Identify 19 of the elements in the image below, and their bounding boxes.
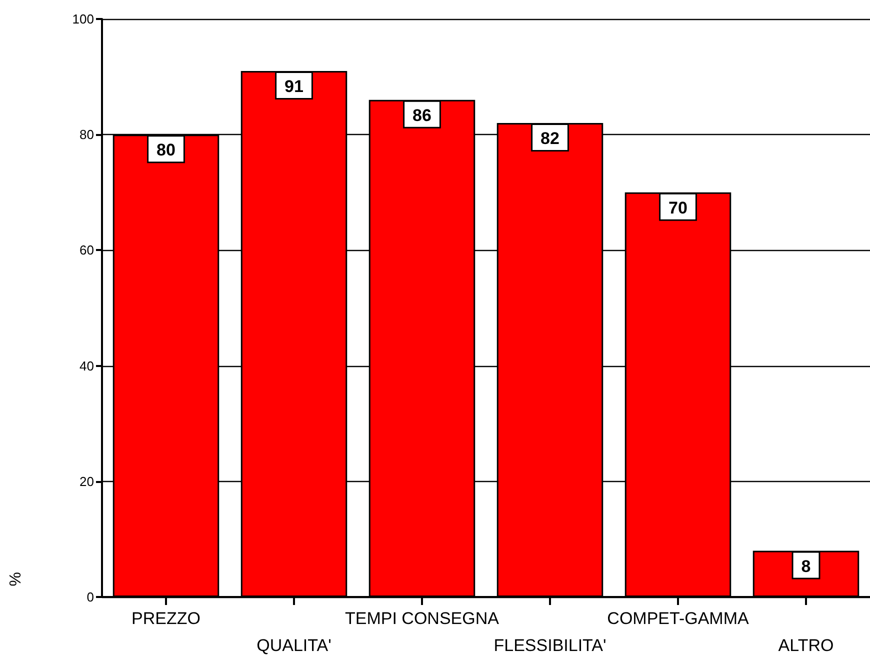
data-label: 82 — [540, 129, 560, 148]
y-tick-label: 0 — [86, 590, 94, 604]
y-tick-label: 100 — [72, 12, 94, 26]
x-tick-label: COMPET-GAMMA — [607, 609, 750, 628]
x-tick-label: FLESSIBILITA' — [494, 636, 606, 655]
data-label: 70 — [668, 198, 688, 218]
data-label: 8 — [801, 556, 811, 576]
data-label: 86 — [412, 106, 432, 125]
y-axis-title: % — [8, 572, 24, 586]
data-label: 80 — [156, 140, 176, 160]
x-tick-label: ALTRO — [778, 636, 834, 655]
y-tick-label: 40 — [80, 358, 94, 374]
data-label: 91 — [284, 77, 304, 96]
x-tick-label: QUALITA' — [256, 636, 332, 655]
y-tick-label: 20 — [80, 474, 94, 489]
y-tick-label: 80 — [80, 127, 94, 142]
x-tick-label: PREZZO — [132, 609, 200, 628]
x-tick-label: TEMPI CONSEGNA — [345, 609, 500, 628]
y-tick-label: 60 — [80, 242, 94, 258]
